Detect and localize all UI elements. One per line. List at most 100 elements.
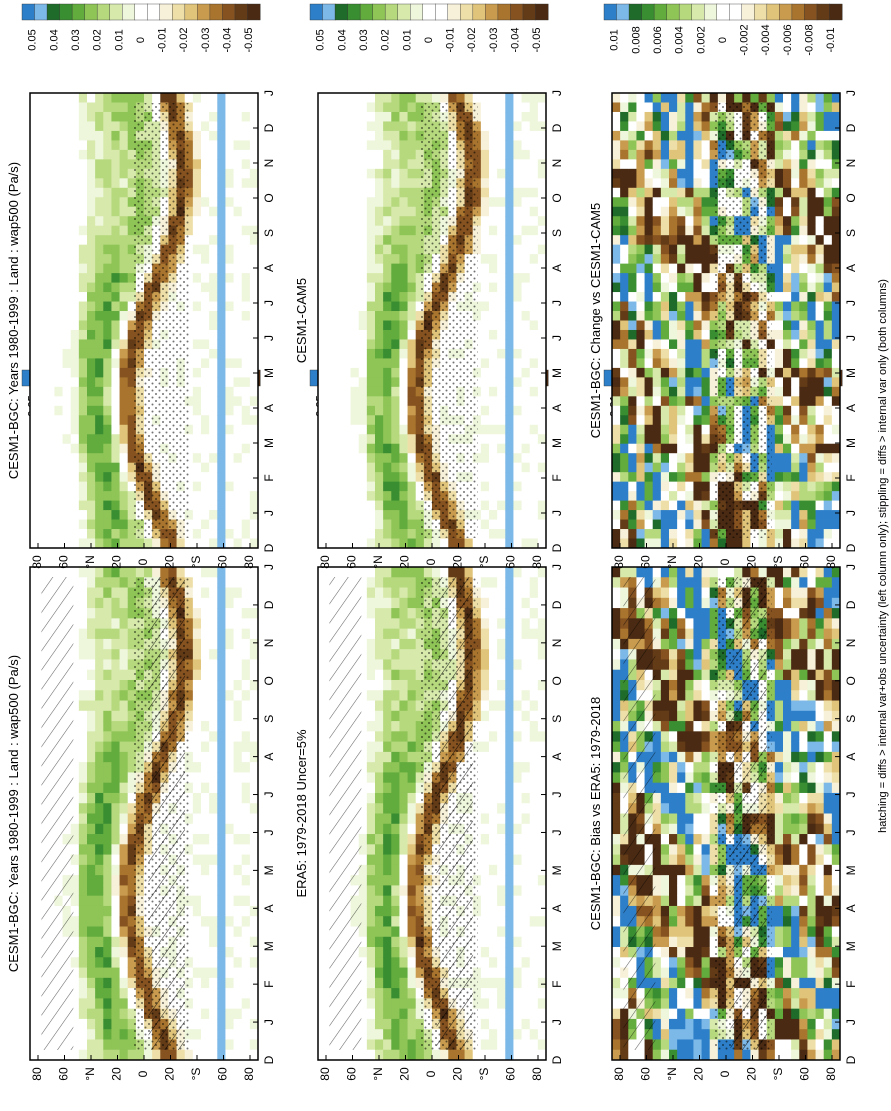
heat-cell	[95, 679, 104, 691]
heat-cell	[241, 905, 251, 917]
heat-cell	[399, 538, 408, 549]
heat-cell	[192, 710, 202, 722]
heat-cell	[407, 844, 417, 855]
heat-cell	[415, 679, 425, 691]
heat-cell	[241, 434, 251, 445]
heat-cell	[334, 443, 343, 454]
heat-cell	[46, 424, 55, 435]
heat-cell	[70, 690, 80, 701]
heat-cell	[383, 587, 392, 599]
heat-cell	[160, 567, 169, 578]
heat-cell	[342, 500, 351, 511]
heat-cell	[249, 311, 259, 321]
heat-cell	[103, 130, 112, 141]
heat-cell	[407, 608, 417, 619]
heat-cell	[201, 977, 210, 989]
heat-cell	[119, 510, 129, 520]
heat-cell	[127, 998, 137, 1010]
heat-cell	[505, 936, 514, 948]
heat-cell	[209, 875, 218, 886]
heat-cell	[38, 405, 47, 416]
heat-cell	[391, 149, 400, 160]
heat-cell	[399, 292, 408, 302]
heat-cell	[415, 731, 425, 742]
heat-cell	[407, 225, 417, 236]
colorbar-swatch	[222, 3, 236, 21]
heat-cell	[225, 130, 234, 141]
heat-cell	[201, 93, 210, 103]
heat-cell	[127, 967, 137, 979]
heat-cell	[225, 244, 234, 255]
heat-cell	[217, 885, 226, 897]
heat-cell	[103, 751, 112, 763]
heat-cell	[383, 926, 392, 938]
heat-cell	[78, 358, 88, 369]
heat-cell	[62, 159, 72, 170]
heat-cell	[87, 273, 96, 283]
heat-cell	[209, 792, 218, 804]
heat-cell	[326, 197, 335, 208]
heat-cell	[513, 577, 522, 588]
heat-cell	[201, 875, 210, 886]
heat-cell	[358, 710, 368, 722]
heat-cell	[217, 823, 226, 835]
heat-cell	[521, 679, 531, 691]
heat-cell	[241, 140, 251, 151]
heat-cell	[70, 216, 80, 227]
heat-cell	[217, 844, 226, 855]
heat-cell	[241, 225, 251, 236]
heat-cell	[480, 875, 490, 886]
heat-cell	[38, 273, 47, 283]
heat-cell	[192, 1018, 202, 1030]
heat-cell	[119, 273, 129, 283]
heat-cell	[399, 731, 408, 742]
heat-cell	[78, 1018, 88, 1030]
heat-cell	[119, 434, 129, 445]
heat-cell	[358, 329, 368, 340]
heat-cell	[350, 130, 360, 141]
heat-cell	[103, 792, 112, 804]
heat-cell	[209, 311, 218, 321]
heat-cell	[38, 225, 47, 236]
heat-cell	[537, 577, 547, 588]
heat-cell	[95, 216, 104, 227]
heat-cell	[70, 263, 80, 274]
heat-cell	[127, 649, 137, 660]
heat-cell	[334, 386, 343, 397]
heat-cell	[95, 235, 104, 246]
heat-cell	[399, 405, 408, 416]
heat-cell	[111, 864, 120, 876]
heat-cell	[62, 102, 72, 113]
heat-cell	[350, 178, 360, 189]
heat-cell	[127, 320, 137, 331]
heat-cell	[241, 638, 251, 650]
heat-cell	[46, 434, 55, 445]
heat-cell	[217, 282, 226, 293]
heat-cell	[233, 741, 243, 753]
heat-cell	[407, 721, 417, 732]
heat-cell	[54, 567, 63, 578]
heat-cell	[78, 510, 88, 520]
heat-cell	[350, 254, 360, 265]
heat-cell	[521, 1049, 531, 1061]
heat-cell	[350, 244, 360, 255]
heat-cell	[383, 885, 392, 897]
heat-cell	[233, 121, 243, 132]
heat-cell	[489, 1018, 498, 1030]
heat-cell	[127, 803, 137, 814]
heat-cell	[103, 669, 112, 681]
heat-cell	[217, 721, 226, 732]
heat-cell	[233, 510, 243, 520]
heat-cell	[366, 500, 376, 511]
heat-cell	[391, 187, 400, 198]
heat-cell	[342, 1049, 351, 1061]
heat-cell	[233, 618, 243, 630]
heat-cell	[358, 772, 368, 784]
heat-cell	[78, 659, 88, 671]
heat-cell	[46, 140, 55, 151]
heat-cell	[537, 608, 547, 619]
heat-cell	[521, 659, 531, 671]
heat-cell	[415, 121, 425, 132]
heat-cell	[318, 273, 327, 283]
heat-cell	[529, 905, 539, 917]
